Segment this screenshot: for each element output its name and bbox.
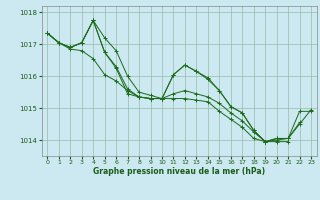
X-axis label: Graphe pression niveau de la mer (hPa): Graphe pression niveau de la mer (hPa): [93, 167, 265, 176]
